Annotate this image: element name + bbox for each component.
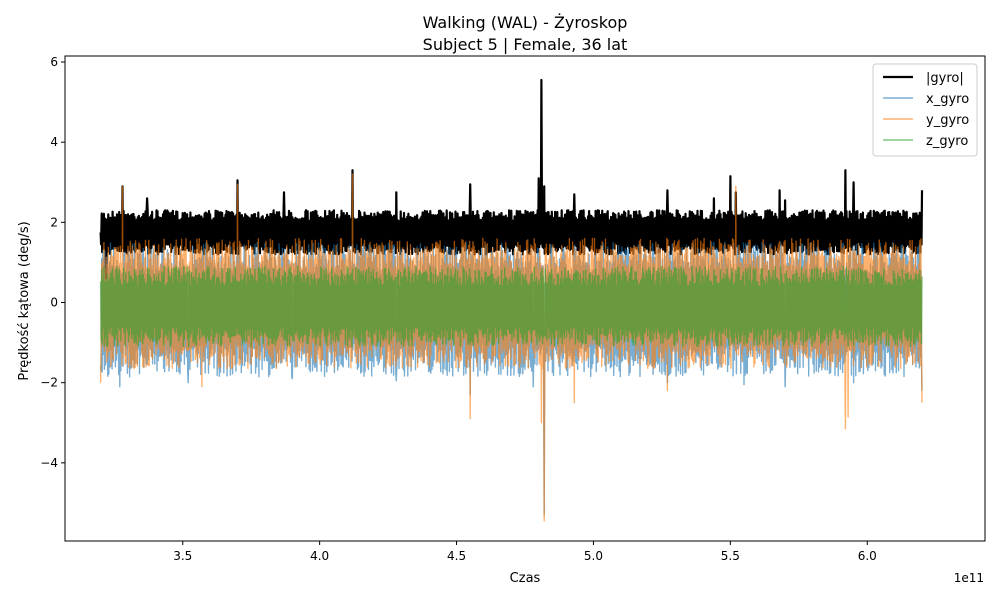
x-axis-label: Czas — [510, 571, 541, 586]
x-tick-label: 4.0 — [310, 549, 329, 563]
chart-title-group: Walking (WAL) - Żyroskop Subject 5 | Fem… — [423, 13, 628, 54]
x-tick-label: 5.0 — [584, 549, 603, 563]
legend-label: z_gyro — [926, 134, 968, 149]
chart-title: Walking (WAL) - Żyroskop — [423, 13, 628, 32]
legend-label: y_gyro — [926, 113, 969, 128]
y-tick-label: 6 — [50, 55, 58, 69]
x-tick-label: 5.5 — [721, 549, 740, 563]
series-line-z_gyro — [99, 265, 923, 348]
x-tick-label: 6.0 — [858, 549, 877, 563]
y-axis: −4 −2 0 2 4 6 — [40, 55, 65, 470]
legend-label: x_gyro — [926, 92, 969, 107]
legend: |gyro| x_gyro y_gyro z_gyro — [872, 63, 978, 157]
x-tick-label: 3.5 — [173, 549, 192, 563]
y-tick-label: 0 — [50, 296, 58, 310]
x-tick-label: 4.5 — [447, 549, 466, 563]
series-layer — [99, 78, 924, 522]
y-tick-label: 2 — [50, 215, 58, 229]
y-tick-label: 4 — [50, 135, 58, 149]
x-axis-offset-label: 1e11 — [954, 571, 984, 585]
y-axis-label: Prędkość kątowa (deg/s) — [17, 221, 32, 380]
y-tick-label: −4 — [40, 456, 58, 470]
chart-subtitle: Subject 5 | Female, 36 lat — [423, 35, 628, 54]
x-axis: 3.5 4.0 4.5 5.0 5.5 6.0 — [173, 541, 877, 563]
plot-frame — [64, 55, 986, 542]
y-tick-label: −2 — [40, 376, 58, 390]
legend-label: |gyro| — [926, 71, 964, 86]
legend-box — [872, 63, 978, 157]
